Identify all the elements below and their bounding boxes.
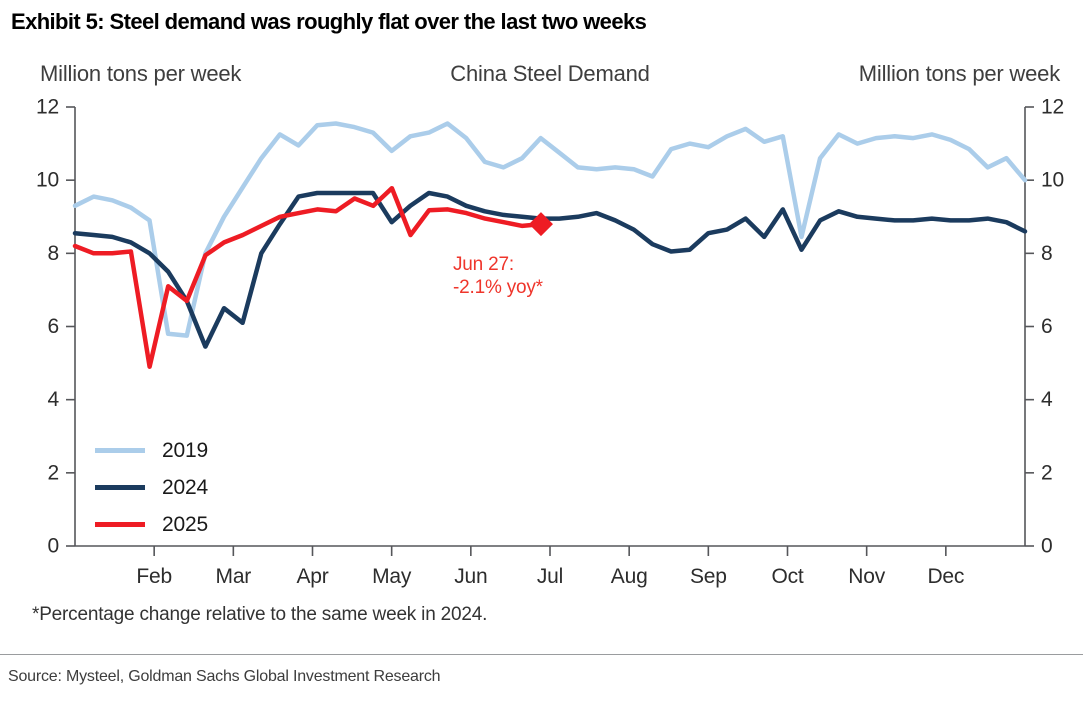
y-tick-label-right: 10	[1041, 169, 1064, 192]
x-tick-label-jun: Jun	[454, 565, 487, 588]
exhibit-title: Exhibit 5: Steel demand was roughly flat…	[11, 9, 647, 34]
legend-swatch-2019	[95, 448, 145, 453]
series-line-2025	[72, 185, 544, 369]
legend-item-2024: 2024	[95, 469, 208, 506]
x-tick-label-nov: Nov	[848, 565, 885, 588]
left-axis-units-label: Million tons per week	[40, 61, 242, 86]
x-tick-label-feb: Feb	[136, 565, 172, 588]
y-tick-label-right: 8	[1041, 242, 1052, 265]
source-line: Source: Mysteel, Goldman Sachs Global In…	[8, 668, 441, 685]
y-tick-label-right: 0	[1041, 535, 1052, 558]
y-tick-label-right: 2	[1041, 461, 1052, 484]
x-tick-label-may: May	[372, 565, 412, 588]
y-tick-label-right: 6	[1041, 315, 1052, 338]
x-tick-label-mar: Mar	[216, 565, 252, 588]
series-end-diamond-2025	[528, 212, 553, 237]
x-tick-label-sep: Sep	[690, 565, 727, 588]
legend-label-2024: 2024	[162, 475, 208, 499]
y-tick-label-left: 10	[36, 169, 59, 192]
x-tick-label-aug: Aug	[611, 565, 648, 588]
legend-swatch-2024	[95, 485, 145, 490]
x-tick-label-jul: Jul	[537, 565, 563, 588]
series-line-2019	[72, 121, 1028, 338]
x-tick-label-apr: Apr	[296, 565, 328, 588]
legend-item-2019: 2019	[95, 432, 208, 469]
legend-item-2025: 2025	[95, 506, 208, 543]
footnote: *Percentage change relative to the same …	[32, 604, 488, 625]
annotation-line-2: -2.1% yoy*	[453, 277, 543, 298]
y-tick-label-left: 6	[48, 315, 59, 338]
x-tick-label-dec: Dec	[927, 565, 964, 588]
x-tick-label-oct: Oct	[771, 565, 803, 588]
right-axis-units-label: Million tons per week	[858, 61, 1060, 86]
y-tick-label-left: 8	[48, 242, 59, 265]
chart-title: China Steel Demand	[450, 61, 650, 86]
series-line-2024	[72, 190, 1028, 349]
y-tick-label-right: 12	[1041, 96, 1064, 119]
y-tick-label-left: 12	[36, 96, 59, 119]
y-tick-label-left: 0	[48, 535, 59, 558]
chart-legend: 2019 2024 2025	[95, 432, 208, 543]
divider-line	[0, 654, 1083, 655]
legend-label-2019: 2019	[162, 438, 208, 462]
jun27-annotation: Jun 27: -2.1% yoy*	[453, 253, 543, 299]
legend-label-2025: 2025	[162, 512, 208, 536]
y-tick-label-left: 4	[48, 388, 60, 411]
y-tick-label-left: 2	[48, 461, 59, 484]
legend-swatch-2025	[95, 522, 145, 527]
y-tick-label-right: 4	[1041, 388, 1053, 411]
annotation-line-1: Jun 27:	[453, 254, 514, 275]
